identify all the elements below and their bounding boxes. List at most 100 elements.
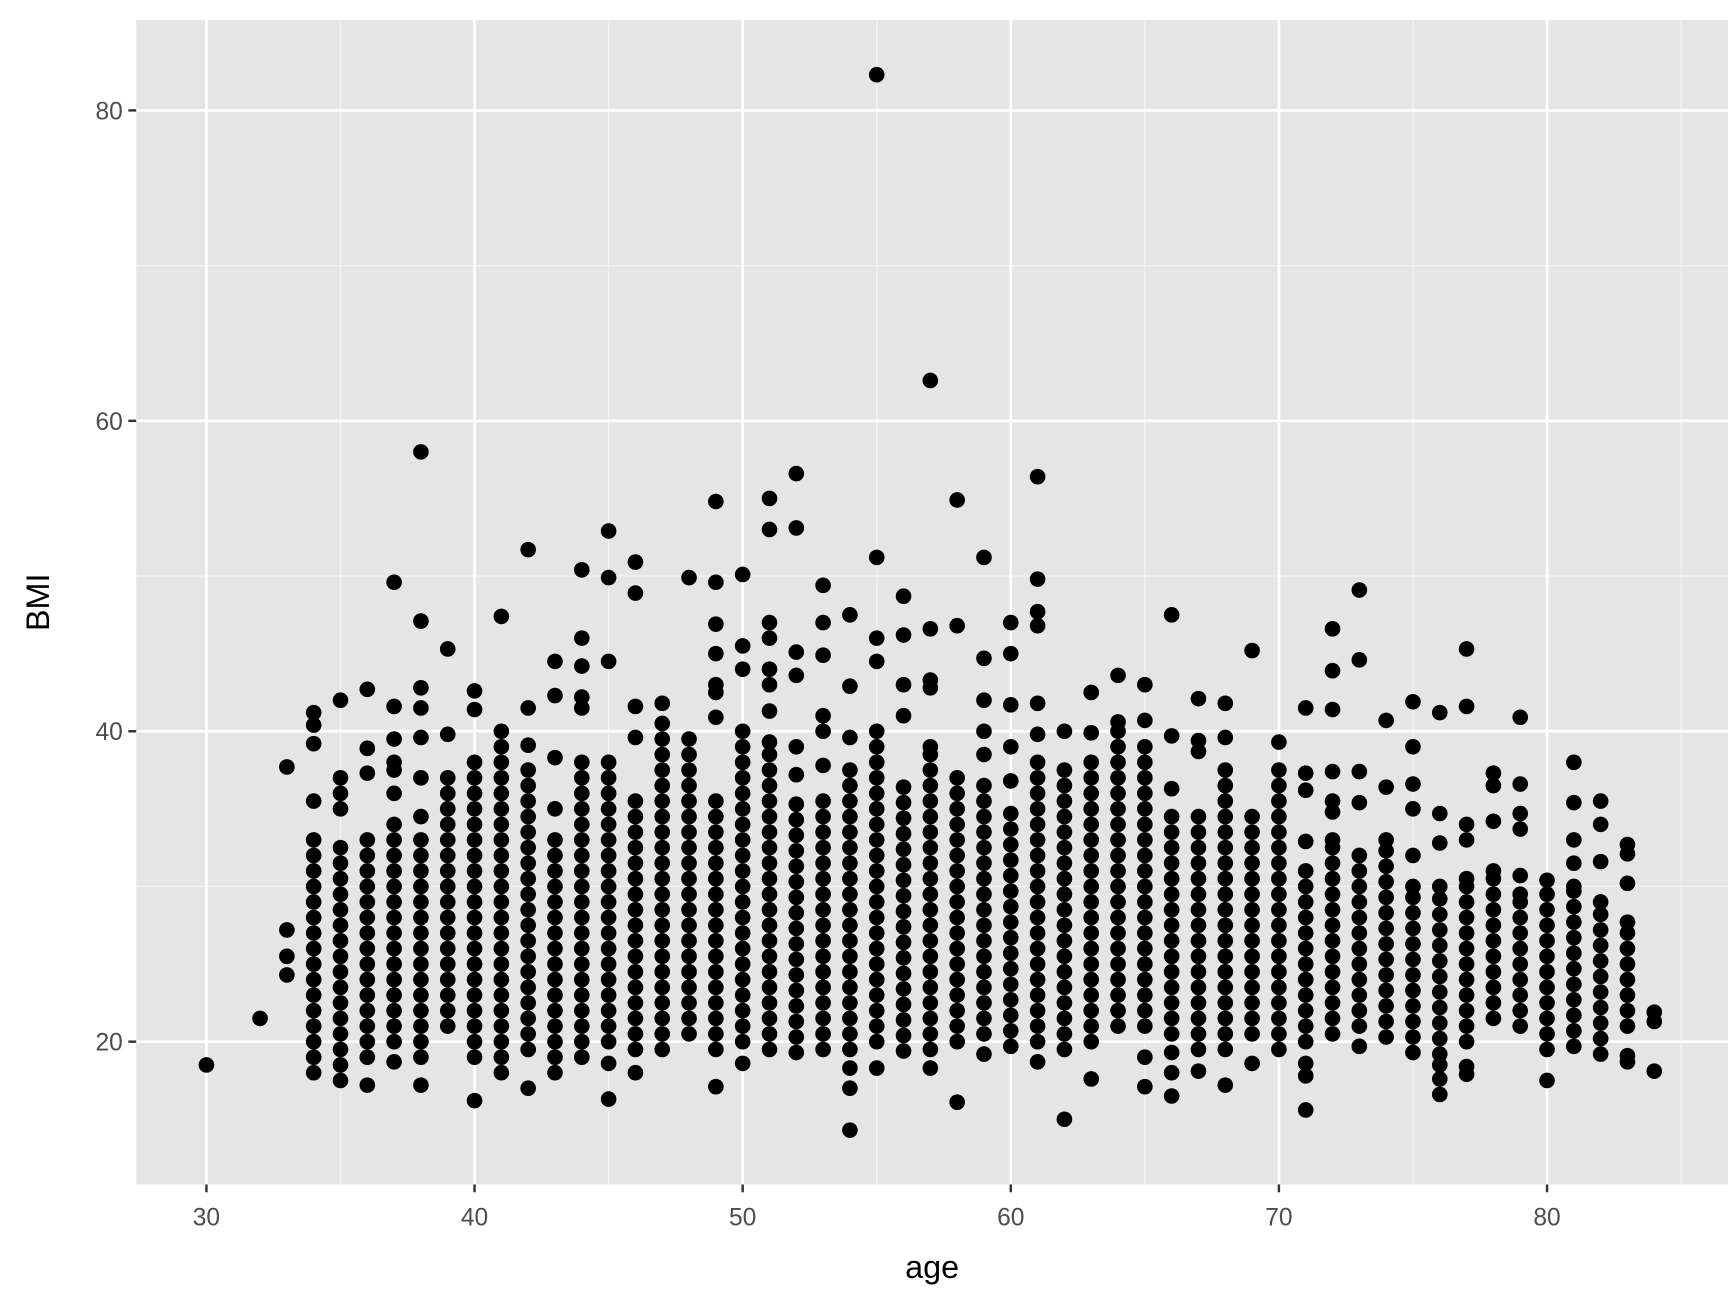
point (600, 847, 617, 864)
point (1056, 948, 1073, 965)
point (1137, 816, 1153, 833)
point (1351, 987, 1368, 1003)
point (1190, 870, 1207, 887)
point (413, 847, 429, 864)
point (332, 917, 349, 934)
point (815, 808, 831, 825)
point (654, 1026, 671, 1042)
point (654, 1041, 671, 1058)
point (332, 1041, 349, 1058)
x-tick-label: 60 (997, 1205, 1024, 1232)
point (1083, 832, 1100, 848)
point (305, 956, 322, 972)
point (1056, 1041, 1073, 1058)
point (1405, 801, 1421, 817)
point (1029, 878, 1046, 895)
point (761, 901, 778, 918)
point (1271, 839, 1287, 856)
point (815, 948, 831, 965)
point (976, 964, 992, 980)
point (1110, 785, 1126, 802)
point (1619, 1018, 1636, 1034)
point (895, 794, 912, 811)
point (842, 917, 858, 934)
point (1297, 878, 1314, 895)
point (976, 839, 992, 856)
point (842, 870, 858, 887)
point (573, 909, 590, 926)
point (922, 621, 939, 637)
point (1217, 777, 1234, 794)
point (708, 1078, 724, 1095)
point (1485, 886, 1502, 903)
point (1378, 967, 1394, 983)
point (681, 793, 697, 809)
point (1271, 901, 1287, 918)
point (734, 878, 751, 895)
point (386, 987, 402, 1003)
point (1512, 776, 1529, 792)
point (654, 824, 671, 840)
point (654, 964, 671, 980)
point (305, 1002, 322, 1019)
point (1190, 855, 1207, 871)
point (949, 1002, 965, 1019)
points (198, 66, 1663, 1138)
point (1431, 835, 1448, 851)
point (708, 645, 724, 662)
point (949, 909, 965, 926)
point (654, 1010, 671, 1027)
point (868, 785, 885, 802)
point (1324, 1026, 1341, 1042)
point (1512, 956, 1529, 972)
point (386, 894, 402, 910)
point (1297, 925, 1314, 941)
point (1029, 801, 1046, 817)
point (1592, 1030, 1609, 1047)
point (788, 998, 805, 1014)
point (1485, 995, 1502, 1011)
point (708, 824, 724, 840)
point (1271, 793, 1287, 809)
point (734, 1055, 751, 1072)
point (788, 827, 805, 844)
point (493, 801, 510, 817)
point (547, 1002, 563, 1019)
point (332, 886, 349, 903)
point (1137, 676, 1153, 693)
point (842, 948, 858, 965)
point (386, 785, 402, 802)
point (1539, 932, 1555, 949)
point (815, 707, 831, 724)
point (1351, 925, 1368, 941)
point (1163, 839, 1180, 856)
point (305, 1018, 322, 1034)
point (1271, 855, 1287, 871)
point (708, 855, 724, 871)
point (788, 1029, 805, 1045)
point (708, 1010, 724, 1027)
point (627, 1026, 644, 1042)
point (600, 987, 617, 1003)
x-tick-label: 80 (1533, 1205, 1560, 1232)
point (386, 1033, 402, 1050)
point (1592, 937, 1609, 954)
point (1378, 951, 1394, 968)
point (895, 965, 912, 982)
point (1566, 794, 1582, 811)
point (1566, 754, 1582, 771)
point (520, 824, 536, 840)
point (788, 889, 805, 906)
point (788, 842, 805, 859)
point (573, 878, 590, 895)
point (1324, 621, 1341, 637)
point (1539, 1072, 1555, 1089)
point (1431, 891, 1448, 907)
point (413, 770, 429, 786)
point (761, 870, 778, 887)
point (547, 1033, 563, 1050)
point (895, 903, 912, 920)
point (627, 870, 644, 887)
point (868, 863, 885, 879)
